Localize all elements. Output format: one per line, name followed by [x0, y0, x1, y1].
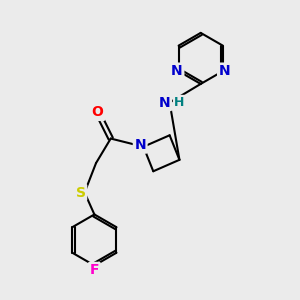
Text: N: N: [134, 138, 146, 152]
Text: H: H: [174, 96, 184, 109]
Text: S: S: [76, 185, 85, 200]
Text: F: F: [90, 263, 99, 278]
Text: N: N: [171, 64, 183, 78]
Text: N: N: [159, 96, 170, 110]
Text: N: N: [219, 64, 230, 78]
Text: O: O: [92, 105, 103, 119]
